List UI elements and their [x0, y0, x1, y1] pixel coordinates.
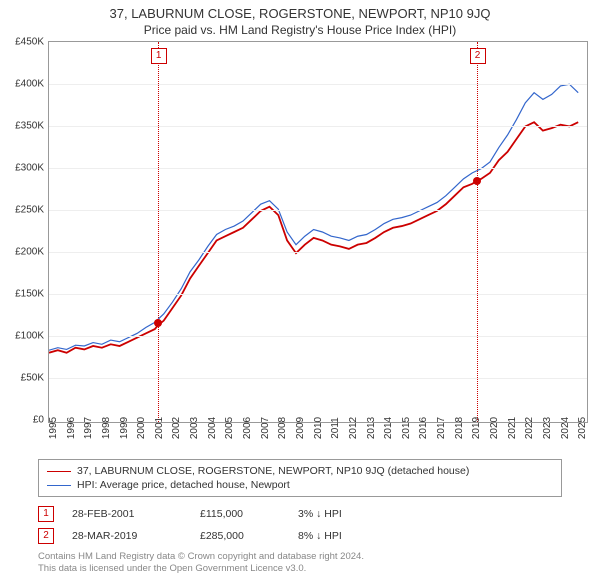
x-tick-label: 2011 [330, 417, 341, 439]
x-tick-label: 2004 [207, 417, 218, 439]
y-tick-label: £100K [15, 331, 44, 342]
legend-item-property: 37, LABURNUM CLOSE, ROGERSTONE, NEWPORT,… [47, 464, 553, 478]
x-tick-label: 2016 [418, 417, 429, 439]
legend-label-hpi: HPI: Average price, detached house, Newp… [77, 479, 290, 491]
y-axis: £0£50K£100K£150K£200K£250K£300K£350K£400… [0, 42, 46, 422]
plot-area: 12 [48, 41, 588, 423]
chart-title: 37, LABURNUM CLOSE, ROGERSTONE, NEWPORT,… [0, 0, 600, 21]
y-tick-label: £350K [15, 121, 44, 132]
gridline [49, 168, 587, 169]
x-tick-label: 2018 [454, 417, 465, 439]
series-line-hpi [49, 84, 578, 350]
marker-table: 1 28-FEB-2001 £115,000 3% ↓ HPI 2 28-MAR-2019… [38, 503, 562, 547]
series-line-property [49, 122, 578, 353]
marker-row: 2 28-MAR-2019 £285,000 8% ↓ HPI [38, 525, 562, 547]
chart-subtitle: Price paid vs. HM Land Registry's House … [0, 21, 600, 41]
x-tick-label: 2006 [242, 417, 253, 439]
x-tick-label: 2012 [348, 417, 359, 439]
x-tick-label: 2002 [171, 417, 182, 439]
gridline [49, 336, 587, 337]
footnote: Contains HM Land Registry data © Crown c… [38, 551, 562, 576]
y-tick-label: £200K [15, 247, 44, 258]
legend-swatch-hpi [47, 485, 71, 486]
x-tick-label: 2025 [577, 417, 588, 439]
gridline [49, 84, 587, 85]
y-tick-label: £50K [21, 373, 44, 384]
x-tick-label: 2001 [154, 417, 165, 439]
gridline [49, 252, 587, 253]
y-tick-label: £150K [15, 289, 44, 300]
x-tick-label: 1995 [48, 417, 59, 439]
legend: 37, LABURNUM CLOSE, ROGERSTONE, NEWPORT,… [38, 459, 562, 497]
x-tick-label: 2003 [189, 417, 200, 439]
marker-date: 28-MAR-2019 [72, 530, 182, 542]
footnote-line1: Contains HM Land Registry data © Crown c… [38, 551, 562, 563]
x-tick-label: 2022 [524, 417, 535, 439]
x-axis: 1995199619971998199920002001200220032004… [48, 424, 588, 464]
x-tick-label: 2017 [436, 417, 447, 439]
x-tick-label: 2008 [277, 417, 288, 439]
marker-diff: 8% ↓ HPI [298, 530, 388, 542]
x-tick-label: 1999 [119, 417, 130, 439]
y-tick-label: £300K [15, 163, 44, 174]
x-tick-label: 2019 [471, 417, 482, 439]
x-tick-label: 2007 [260, 417, 271, 439]
legend-label-property: 37, LABURNUM CLOSE, ROGERSTONE, NEWPORT,… [77, 465, 469, 477]
marker-line [158, 42, 159, 422]
marker-dot [473, 177, 481, 185]
x-tick-label: 2014 [383, 417, 394, 439]
x-tick-label: 2015 [401, 417, 412, 439]
marker-diff: 3% ↓ HPI [298, 508, 388, 520]
x-tick-label: 1998 [101, 417, 112, 439]
x-tick-label: 1996 [66, 417, 77, 439]
gridline [49, 378, 587, 379]
chart-svg [49, 42, 587, 422]
x-tick-label: 2009 [295, 417, 306, 439]
marker-price: £285,000 [200, 530, 280, 542]
marker-price: £115,000 [200, 508, 280, 520]
x-tick-label: 2010 [313, 417, 324, 439]
marker-date: 28-FEB-2001 [72, 508, 182, 520]
footnote-line2: This data is licensed under the Open Gov… [38, 563, 562, 575]
x-tick-label: 2005 [224, 417, 235, 439]
marker-box: 2 [470, 48, 486, 64]
x-tick-label: 2023 [542, 417, 553, 439]
y-tick-label: £400K [15, 79, 44, 90]
marker-box: 1 [151, 48, 167, 64]
marker-line [477, 42, 478, 422]
marker-id-box: 2 [38, 528, 54, 544]
x-tick-label: 1997 [83, 417, 94, 439]
x-tick-label: 2024 [560, 417, 571, 439]
gridline [49, 126, 587, 127]
marker-id-box: 1 [38, 506, 54, 522]
y-tick-label: £0 [33, 415, 44, 426]
y-tick-label: £450K [15, 37, 44, 48]
legend-swatch-property [47, 471, 71, 472]
x-tick-label: 2020 [489, 417, 500, 439]
gridline [49, 294, 587, 295]
gridline [49, 210, 587, 211]
x-tick-label: 2000 [136, 417, 147, 439]
chart-container: 37, LABURNUM CLOSE, ROGERSTONE, NEWPORT,… [0, 0, 600, 560]
y-tick-label: £250K [15, 205, 44, 216]
legend-item-hpi: HPI: Average price, detached house, Newp… [47, 478, 553, 492]
marker-row: 1 28-FEB-2001 £115,000 3% ↓ HPI [38, 503, 562, 525]
marker-dot [154, 319, 162, 327]
x-tick-label: 2021 [507, 417, 518, 439]
x-tick-label: 2013 [366, 417, 377, 439]
